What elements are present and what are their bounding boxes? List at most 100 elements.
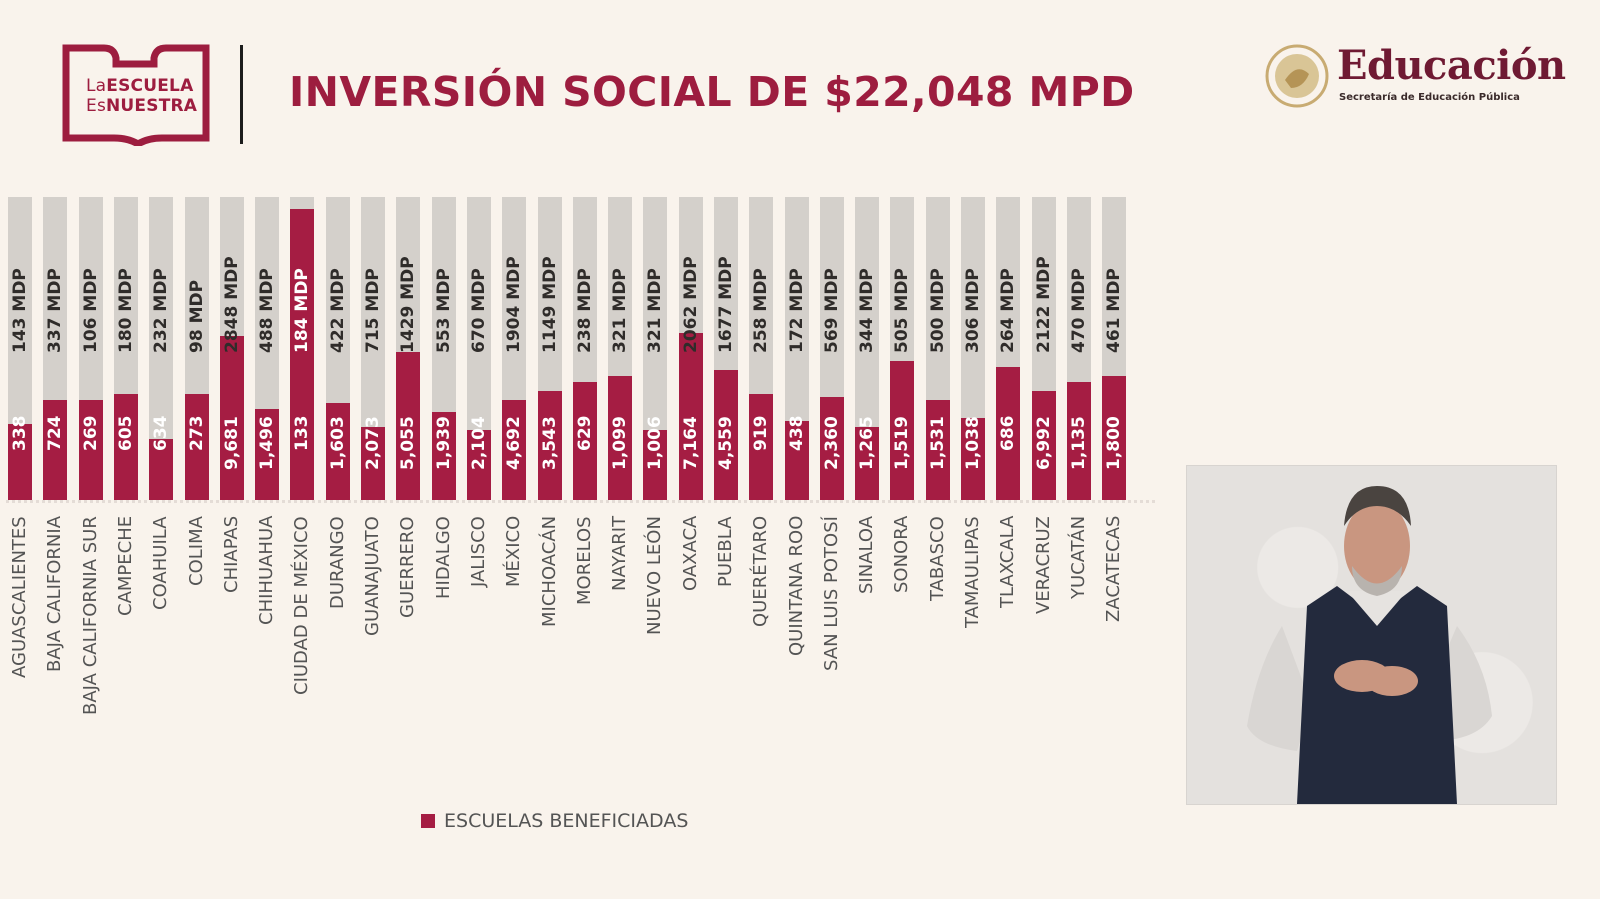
- bar-schools-label: 629: [575, 416, 595, 452]
- state-tick-label: TLAXCALA: [997, 516, 1018, 609]
- bar-column: 344 MDP 1,265: [855, 197, 879, 500]
- bar-column: 321 MDP 1,006: [643, 197, 667, 500]
- state-tick-label: AGUASCALIENTES: [9, 516, 30, 678]
- bar-schools-fill: [714, 370, 738, 500]
- state-tick-label: VERACRUZ: [1033, 516, 1054, 614]
- bar-mdp-label: 238 MDP: [575, 268, 595, 353]
- page-title: INVERSIÓN SOCIAL DE $22,048 MPD: [289, 68, 1135, 116]
- bar-schools-fill: [185, 394, 209, 500]
- secretaria-subtitle: Secretaría de Educación Pública: [1339, 92, 1520, 103]
- bar-schools-fill: [890, 361, 914, 500]
- bar-column: 1677 MDP 4,559: [714, 197, 738, 500]
- bar-chart: ESCUELAS BENEFICIADAS 143 MDP 338 AGUASCAL…: [0, 190, 1160, 832]
- bar-column: 2122 MDP 6,992: [1032, 197, 1056, 500]
- bar-schools-fill: [79, 400, 103, 500]
- bar-mdp-label: 306 MDP: [963, 268, 983, 353]
- state-tick-label: COLIMA: [186, 516, 207, 586]
- bar-mdp-label: 321 MDP: [610, 268, 630, 353]
- bar-mdp-label: 422 MDP: [328, 268, 348, 353]
- state-tick-label: NUEVO LEÓN: [644, 516, 665, 635]
- logo-word-nuestra: NUESTRA: [106, 96, 198, 116]
- legend-swatch: [421, 814, 435, 828]
- bar-schools-label: 1,265: [857, 416, 877, 470]
- legend-label: ESCUELAS BENEFICIADAS: [444, 810, 689, 832]
- bar-schools-fill: [326, 403, 350, 500]
- bar-column: 715 MDP 2,073: [361, 197, 385, 500]
- state-tick-label: MICHOACÁN: [539, 516, 560, 628]
- bar-column: 553 MDP 1,939: [432, 197, 456, 500]
- bar-column: 1149 MDP 3,543: [538, 197, 562, 500]
- bar-schools-label: 1,496: [257, 416, 277, 470]
- bar-column: 670 MDP 2,104: [467, 197, 491, 500]
- state-tick-label: JALISCO: [468, 516, 489, 587]
- bar-schools-label: 1,135: [1069, 416, 1089, 470]
- logo-word-es: Es: [86, 96, 106, 116]
- bar-schools-fill: [608, 376, 632, 500]
- bar-mdp-label: 1429 MDP: [398, 256, 418, 353]
- bar-schools-label: 6,992: [1034, 416, 1054, 470]
- la-escuela-es-nuestra-logo: [62, 44, 210, 146]
- bar-mdp-label: 172 MDP: [787, 268, 807, 353]
- bar-schools-fill: [961, 418, 985, 500]
- state-tick-label: HIDALGO: [433, 516, 454, 599]
- bar-column: 106 MDP 269: [79, 197, 103, 500]
- bar-mdp-label: 321 MDP: [645, 268, 665, 353]
- bar-schools-label: 5,055: [398, 416, 418, 470]
- bar-mdp-label: 470 MDP: [1069, 268, 1089, 353]
- state-tick-label: CIUDAD DE MÉXICO: [291, 516, 312, 695]
- bar-schools-fill: [255, 409, 279, 500]
- bar-mdp-label: 500 MDP: [928, 268, 948, 353]
- bar-column: 180 MDP 605: [114, 197, 138, 500]
- bar-mdp-label: 1149 MDP: [540, 256, 560, 353]
- state-tick-label: MORELOS: [574, 516, 595, 605]
- state-tick-label: SINALOA: [856, 516, 877, 595]
- bar-schools-label: 1,099: [610, 416, 630, 470]
- bar-schools-fill: [149, 439, 173, 500]
- state-tick-label: YUCATÁN: [1068, 516, 1089, 600]
- bar-mdp-label: 180 MDP: [116, 268, 136, 353]
- bar-schools-fill: [1032, 391, 1056, 500]
- bar-schools-fill: [538, 391, 562, 500]
- bar-schools-label: 919: [751, 416, 771, 452]
- bar-schools-label: 1,603: [328, 416, 348, 470]
- bar-schools-label: 1,800: [1104, 416, 1124, 470]
- state-tick-label: NAYARIT: [609, 516, 630, 592]
- bar-schools-fill: [43, 400, 67, 500]
- bar-mdp-label: 1677 MDP: [716, 256, 736, 353]
- bar-schools-fill: [114, 394, 138, 500]
- bar-schools-label: 4,559: [716, 416, 736, 470]
- bar-mdp-label: 569 MDP: [822, 268, 842, 353]
- state-tick-label: TABASCO: [927, 516, 948, 601]
- bar-column: 98 MDP 273: [185, 197, 209, 500]
- bar-column: 238 MDP 629: [573, 197, 597, 500]
- logo-word-escuela: ESCUELA: [106, 76, 194, 96]
- bar-schools-fill: [220, 336, 244, 500]
- bar-mdp-label: 98 MDP: [187, 279, 207, 353]
- bar-column: 2848 MDP 9,681: [220, 197, 244, 500]
- bar-mdp-label: 715 MDP: [363, 268, 383, 353]
- bar-schools-label: 7,164: [681, 416, 701, 470]
- bar-schools-fill: [1067, 382, 1091, 500]
- bar-mdp-label: 488 MDP: [257, 268, 277, 353]
- bar-schools-label: 2,360: [822, 416, 842, 470]
- state-tick-label: CAMPECHE: [115, 516, 136, 617]
- bar-schools-label: 634: [151, 416, 171, 452]
- bar-schools-fill: [502, 400, 526, 500]
- bar-schools-fill: [361, 427, 385, 500]
- bar-schools-fill: [432, 412, 456, 500]
- bar-mdp-label: 106 MDP: [81, 268, 101, 353]
- bar-schools-fill: [467, 430, 491, 500]
- bar-column: 184 MDP 133: [290, 197, 314, 500]
- bar-column: 1904 MDP 4,692: [502, 197, 526, 500]
- bar-schools-fill: [749, 394, 773, 500]
- bar-column: 306 MDP 1,038: [961, 197, 985, 500]
- bar-schools-label: 686: [998, 416, 1018, 452]
- bar-schools-label: 269: [81, 416, 101, 452]
- state-tick-label: TAMAULIPAS: [962, 516, 983, 628]
- bar-schools-label: 133: [292, 416, 312, 452]
- bar-mdp-label: 264 MDP: [998, 268, 1018, 353]
- bar-mdp-label: 258 MDP: [751, 268, 771, 353]
- bar-column: 569 MDP 2,360: [820, 197, 844, 500]
- header-divider: [240, 45, 243, 144]
- bar-mdp-label: 505 MDP: [892, 268, 912, 353]
